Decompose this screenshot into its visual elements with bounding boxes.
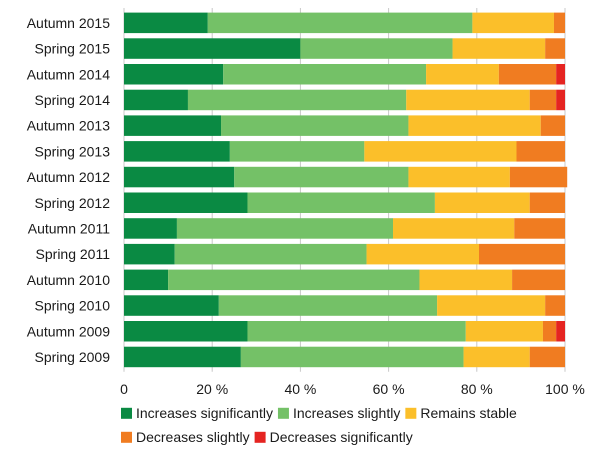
bar-segment xyxy=(124,64,224,85)
bar-segment xyxy=(465,321,543,342)
category-label: Autumn 2009 xyxy=(27,323,110,339)
bar-segment xyxy=(187,89,407,111)
bar-segment xyxy=(419,269,513,291)
grid-lines xyxy=(123,8,566,372)
bar-segment xyxy=(408,166,510,188)
bar-segment xyxy=(479,243,565,265)
category-label: Spring 2015 xyxy=(34,41,110,57)
x-tick-label: 80 % xyxy=(461,381,493,397)
bar-segment xyxy=(124,346,241,368)
bar-segment xyxy=(542,321,557,342)
category-label: Autumn 2013 xyxy=(27,118,110,134)
bar-segment xyxy=(234,166,409,188)
bar-segment xyxy=(124,38,301,59)
bar-segment xyxy=(434,192,530,213)
legend: Increases significantly Increases slightl… xyxy=(121,405,517,445)
category-label: Autumn 2010 xyxy=(27,272,110,288)
x-tick-label: 40 % xyxy=(284,381,316,397)
bar-segment xyxy=(223,64,427,85)
bar-segment xyxy=(472,12,554,34)
bar-segment xyxy=(207,12,473,34)
bar-segment xyxy=(408,115,541,136)
bar-segment xyxy=(366,243,480,265)
bar-segment xyxy=(124,243,175,265)
bar-segment xyxy=(529,89,557,111)
bar-segment xyxy=(124,192,248,213)
bar-segment xyxy=(124,321,248,342)
bar-segment xyxy=(174,243,367,265)
bar-segment xyxy=(124,115,222,136)
bar-segment xyxy=(553,12,565,34)
bar-segment xyxy=(124,166,235,188)
bar-segment xyxy=(452,38,546,59)
legend-swatch xyxy=(277,407,289,419)
bar-segment xyxy=(426,64,499,85)
category-labels: Autumn 2015 Spring 2015 Autumn 2014 Spring … xyxy=(27,15,111,365)
category-label: Spring 2014 xyxy=(34,92,110,108)
bar-segment xyxy=(529,346,565,368)
bar-segment xyxy=(556,321,565,342)
bars xyxy=(124,12,568,368)
legend-swatch xyxy=(254,431,266,443)
category-label: Spring 2009 xyxy=(34,349,110,365)
bar-segment xyxy=(463,346,530,368)
bar-segment xyxy=(124,295,219,316)
bar-segment xyxy=(545,38,565,59)
legend-label: Decreases significantly xyxy=(270,429,413,445)
legend-label: Decreases slightly xyxy=(136,429,250,445)
category-label: Autumn 2012 xyxy=(27,169,110,185)
bar-segment xyxy=(540,115,565,136)
x-tick-label: 60 % xyxy=(373,381,405,397)
category-label: Spring 2010 xyxy=(34,298,110,314)
bar-segment xyxy=(229,141,365,162)
bar-segment xyxy=(545,295,565,316)
bar-segment xyxy=(393,218,515,239)
bar-segment xyxy=(512,269,565,291)
legend-label: Increases slightly xyxy=(293,405,400,421)
category-label: Spring 2011 xyxy=(36,246,111,262)
legend-label: Remains stable xyxy=(420,405,517,421)
bar-segment xyxy=(240,346,464,368)
bar-segment xyxy=(247,192,435,213)
bar-segment xyxy=(176,218,394,239)
bar-segment xyxy=(124,12,208,34)
bar-segment xyxy=(124,89,188,111)
x-tick-label: 0 xyxy=(120,381,128,397)
bar-segment xyxy=(516,141,565,162)
category-label: Autumn 2014 xyxy=(27,66,110,82)
bar-segment xyxy=(218,295,438,316)
category-label: Autumn 2015 xyxy=(27,15,110,31)
bar-segment xyxy=(221,115,409,136)
legend-swatch xyxy=(121,407,132,419)
x-tick-label: 20 % xyxy=(196,381,228,397)
bar-segment xyxy=(498,64,557,85)
bar-segment xyxy=(124,141,230,162)
bar-segment xyxy=(168,269,420,291)
legend-label: Increases significantly xyxy=(136,405,273,421)
legend-swatch xyxy=(405,407,417,419)
category-label: Spring 2013 xyxy=(34,143,110,159)
x-axis-tick-labels: 0 20 % 40 % 60 % 80 % 100 % xyxy=(120,381,585,397)
category-label: Autumn 2011 xyxy=(28,220,110,236)
bar-segment xyxy=(556,89,565,111)
x-tick-label: 100 % xyxy=(545,381,585,397)
bar-segment xyxy=(406,89,530,111)
bar-segment xyxy=(514,218,565,239)
bar-segment xyxy=(247,321,466,342)
bar-segment xyxy=(437,295,546,316)
bar-segment xyxy=(124,269,169,291)
bar-segment xyxy=(529,192,565,213)
bar-segment xyxy=(124,218,177,239)
bar-segment xyxy=(556,64,565,85)
bar-segment xyxy=(300,38,453,59)
legend-swatch xyxy=(121,431,132,443)
category-label: Spring 2012 xyxy=(34,195,110,211)
bar-segment xyxy=(364,141,517,162)
bar-segment xyxy=(509,166,568,188)
